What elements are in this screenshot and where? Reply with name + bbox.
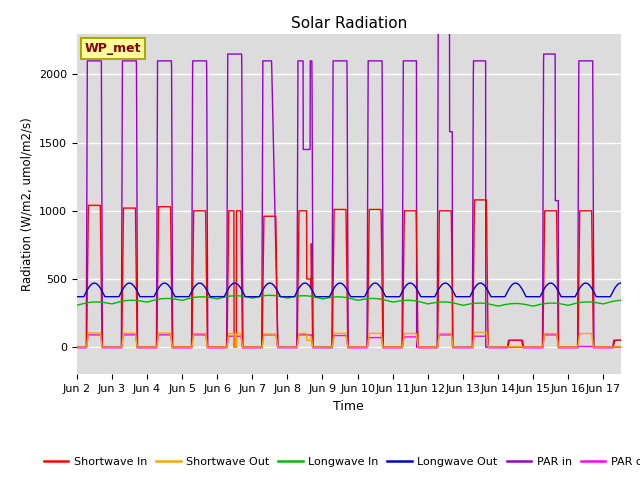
Legend: Shortwave In, Shortwave Out, Longwave In, Longwave Out, PAR in, PAR out: Shortwave In, Shortwave Out, Longwave In…: [40, 452, 640, 471]
Y-axis label: Radiation (W/m2, umol/m2/s): Radiation (W/m2, umol/m2/s): [20, 117, 33, 291]
Text: WP_met: WP_met: [85, 42, 141, 55]
X-axis label: Time: Time: [333, 400, 364, 413]
Title: Solar Radiation: Solar Radiation: [291, 16, 407, 31]
